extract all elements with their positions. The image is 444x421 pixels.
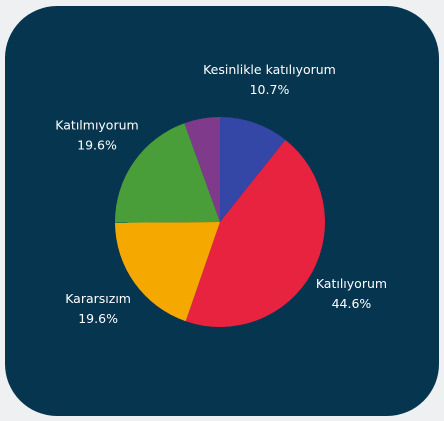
- pie-slice: [115, 123, 220, 223]
- slice-label: Kesinlikle katılıyorum: [203, 62, 336, 77]
- slice-label: Katılmıyorum: [55, 118, 138, 133]
- pie-slice: [184, 117, 220, 222]
- pie-slice: [115, 222, 220, 322]
- slice-value: 19.6%: [78, 311, 118, 326]
- slice-value: 44.6%: [332, 296, 372, 311]
- pie-slice: [185, 139, 326, 328]
- slice-label: Katılıyorum: [316, 276, 387, 291]
- slice-value: 10.7%: [250, 82, 290, 97]
- slice-label: Kararsızım: [65, 291, 131, 306]
- slice-value: 19.6%: [77, 138, 117, 153]
- pie-slice: [220, 117, 286, 222]
